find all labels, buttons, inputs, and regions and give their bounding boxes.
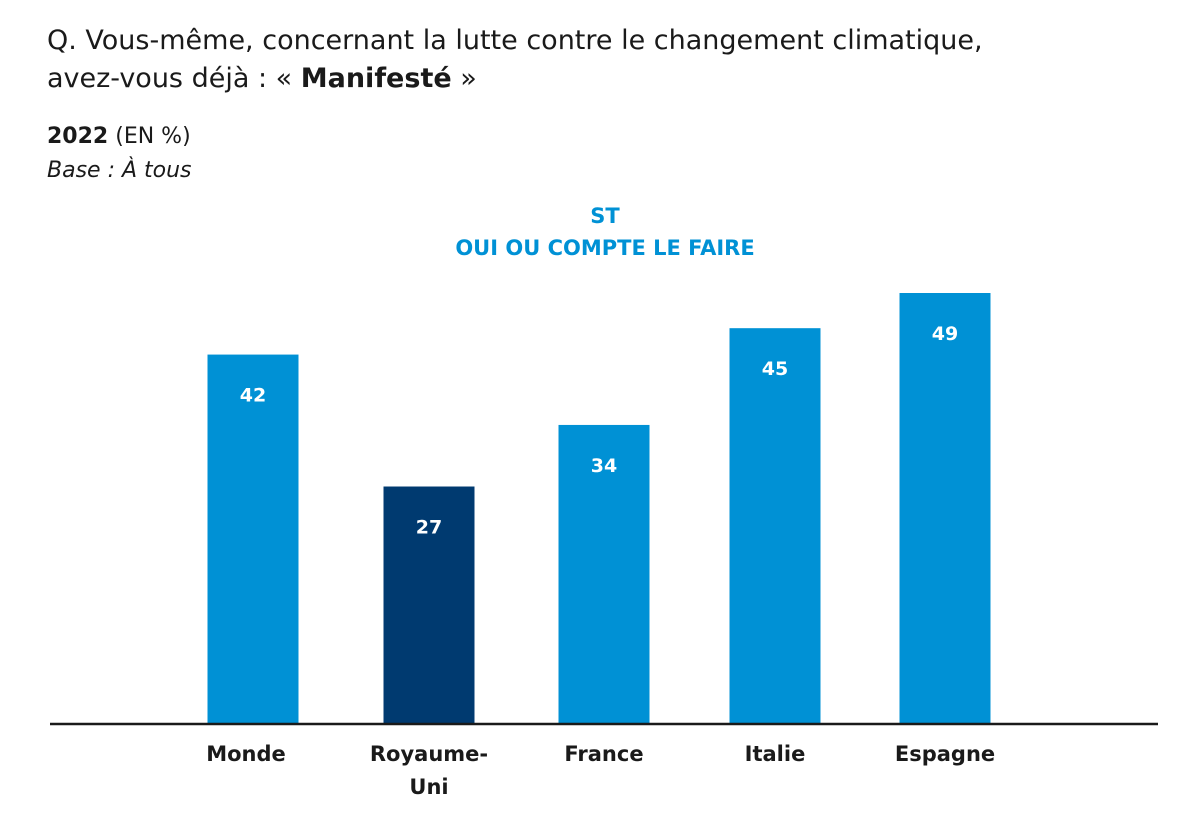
bar: [558, 424, 650, 724]
category-label: Royaume-: [370, 742, 488, 766]
bar-value-label: 45: [762, 358, 788, 380]
year-unit-line: 2022 (EN %): [47, 122, 191, 152]
year-label: 2022: [47, 124, 109, 149]
category-label: Italie: [745, 742, 806, 766]
bar-value-label: 42: [240, 385, 266, 407]
series-header: ST OUI OU COMPTE LE FAIRE: [405, 200, 805, 264]
bar-value-label: 34: [591, 455, 617, 477]
unit-label: (EN %): [115, 124, 191, 149]
question-emphasis: Manifesté: [300, 63, 452, 94]
series-header-line-2: OUI OU COMPTE LE FAIRE: [455, 236, 755, 260]
base-label: Base : À tous: [47, 158, 192, 183]
question-suffix: »: [451, 63, 477, 94]
category-label: Uni: [409, 775, 448, 799]
bar: [207, 354, 299, 724]
bar: [899, 293, 991, 724]
bar-value-label: 27: [416, 517, 442, 539]
bar: [729, 328, 821, 724]
question-text: Q. Vous-même, concernant la lutte contre…: [47, 22, 1147, 98]
question-line-2: avez-vous déjà : « Manifesté »: [47, 60, 1147, 98]
category-label: Monde: [206, 742, 286, 766]
bar: [383, 486, 475, 724]
question-prefix: avez-vous déjà : «: [47, 63, 301, 94]
bar-value-label: 49: [932, 323, 958, 345]
category-label: Espagne: [895, 742, 995, 766]
category-label: France: [564, 742, 643, 766]
series-header-line-1: ST: [590, 204, 620, 228]
question-line-1: Q. Vous-même, concernant la lutte contre…: [47, 25, 983, 56]
